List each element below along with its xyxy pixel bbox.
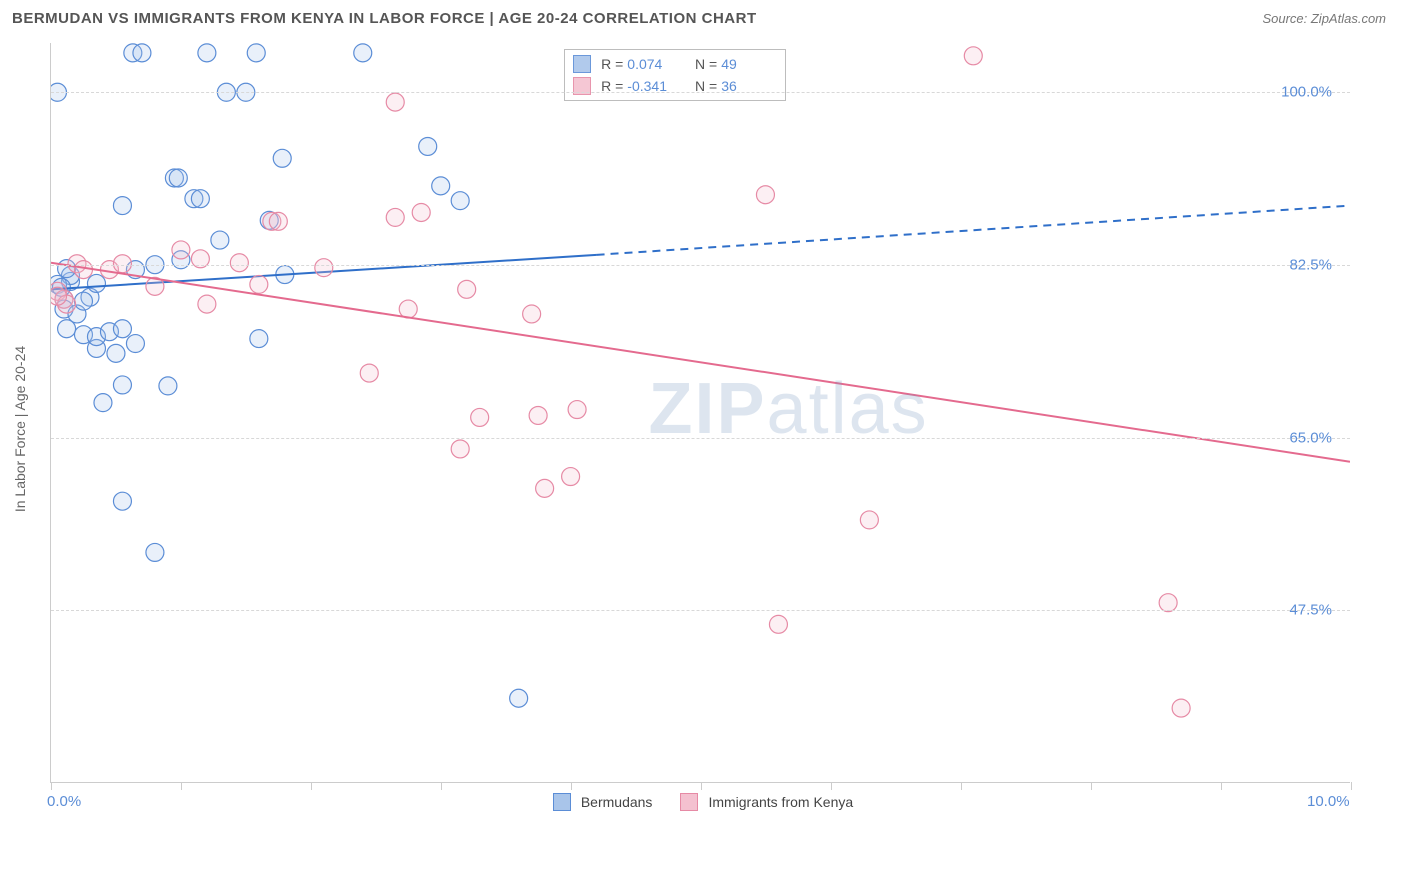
plot-svg (51, 43, 1350, 782)
data-point-bermudans (211, 231, 229, 249)
legend-label: Bermudans (581, 794, 653, 810)
data-point-bermudans (107, 344, 125, 362)
legend-item-bermudans: Bermudans (553, 793, 653, 811)
gridline (51, 92, 1350, 93)
data-point-kenya (412, 203, 430, 221)
y-tick-label: 100.0% (1281, 84, 1332, 101)
data-point-bermudans (273, 149, 291, 167)
stat-label-r: R = (601, 75, 623, 97)
data-point-kenya (860, 511, 878, 529)
stat-value-n: 36 (721, 75, 775, 97)
data-point-bermudans (451, 192, 469, 210)
legend-item-kenya: Immigrants from Kenya (680, 793, 853, 811)
x-tick (571, 782, 572, 790)
data-point-kenya (315, 259, 333, 277)
stat-label-n: N = (687, 53, 717, 75)
data-point-kenya (562, 468, 580, 486)
data-point-bermudans (419, 137, 437, 155)
data-point-kenya (964, 47, 982, 65)
data-point-kenya (523, 305, 541, 323)
data-point-bermudans (133, 44, 151, 62)
data-point-bermudans (159, 377, 177, 395)
gridline (51, 438, 1350, 439)
data-point-kenya (1159, 594, 1177, 612)
data-point-bermudans (74, 292, 92, 310)
data-point-bermudans (432, 177, 450, 195)
data-point-bermudans (113, 197, 131, 215)
data-point-kenya (451, 440, 469, 458)
data-point-bermudans (146, 543, 164, 561)
stat-value-n: 49 (721, 53, 775, 75)
trendline-kenya (51, 263, 1350, 462)
chart-container: In Labor Force | Age 20-24 ZIPatlas R = … (12, 35, 1394, 823)
x-tick (441, 782, 442, 790)
data-point-kenya (568, 401, 586, 419)
data-point-kenya (250, 275, 268, 293)
legend-swatch-icon (680, 793, 698, 811)
data-point-bermudans (354, 44, 372, 62)
x-tick (1091, 782, 1092, 790)
legend-swatch-icon (553, 793, 571, 811)
data-point-kenya (769, 615, 787, 633)
y-axis-title: In Labor Force | Age 20-24 (12, 346, 28, 512)
data-point-kenya (1172, 699, 1190, 717)
data-point-kenya (198, 295, 216, 313)
data-point-kenya (113, 255, 131, 273)
legend-row-kenya: R = -0.341 N = 36 (573, 75, 775, 97)
legend-label: Immigrants from Kenya (708, 794, 853, 810)
x-tick (701, 782, 702, 790)
data-point-bermudans (113, 492, 131, 510)
x-tick (51, 782, 52, 790)
series-legend: Bermudans Immigrants from Kenya (12, 793, 1394, 811)
stat-value-r: -0.341 (627, 75, 681, 97)
data-point-bermudans (198, 44, 216, 62)
gridline (51, 610, 1350, 611)
y-tick-label: 82.5% (1289, 257, 1332, 274)
legend-swatch-icon (573, 55, 591, 73)
x-tick (961, 782, 962, 790)
data-point-bermudans (113, 320, 131, 338)
data-point-kenya (756, 186, 774, 204)
data-point-bermudans (87, 274, 105, 292)
data-point-kenya (458, 280, 476, 298)
x-tick (831, 782, 832, 790)
data-point-bermudans (169, 169, 187, 187)
x-tick (1351, 782, 1352, 790)
data-point-kenya (172, 241, 190, 259)
data-point-kenya (536, 479, 554, 497)
data-point-kenya (386, 93, 404, 111)
data-point-bermudans (113, 376, 131, 394)
data-point-kenya (51, 287, 66, 305)
data-point-kenya (360, 364, 378, 382)
y-tick-label: 47.5% (1289, 602, 1332, 619)
y-tick-label: 65.0% (1289, 429, 1332, 446)
plot-area: ZIPatlas R = 0.074 N = 49R = -0.341 N = … (50, 43, 1350, 783)
data-point-bermudans (250, 330, 268, 348)
trendline-extrapolated-bermudans (597, 206, 1350, 255)
data-point-bermudans (126, 335, 144, 353)
x-tick (1221, 782, 1222, 790)
x-tick (181, 782, 182, 790)
data-point-kenya (399, 300, 417, 318)
data-point-kenya (471, 408, 489, 426)
x-tick (311, 782, 312, 790)
data-point-kenya (529, 406, 547, 424)
stat-label-r: R = (601, 53, 623, 75)
stat-value-r: 0.074 (627, 53, 681, 75)
chart-title: BERMUDAN VS IMMIGRANTS FROM KENYA IN LAB… (12, 10, 757, 27)
gridline (51, 265, 1350, 266)
stat-label-n: N = (687, 75, 717, 97)
legend-row-bermudans: R = 0.074 N = 49 (573, 53, 775, 75)
data-point-kenya (386, 208, 404, 226)
data-point-bermudans (94, 394, 112, 412)
data-point-kenya (230, 254, 248, 272)
source-label: Source: ZipAtlas.com (1262, 11, 1386, 26)
data-point-bermudans (247, 44, 265, 62)
data-point-bermudans (510, 689, 528, 707)
data-point-kenya (269, 212, 287, 230)
data-point-bermudans (191, 190, 209, 208)
